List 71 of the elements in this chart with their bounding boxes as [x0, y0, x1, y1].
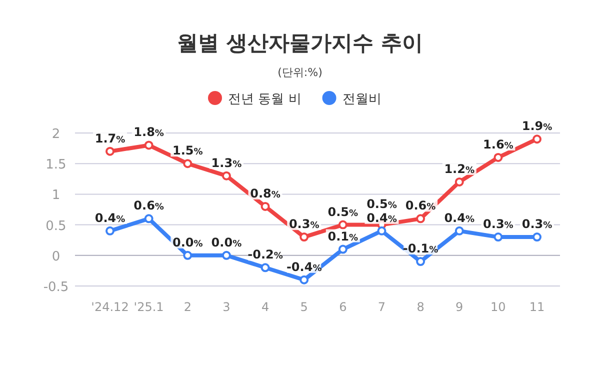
x-tick-label: 11 — [529, 300, 545, 314]
point — [260, 263, 270, 272]
y-tick-label: -0.5 — [43, 280, 69, 295]
x-tick-label: 2 — [184, 300, 192, 314]
x-tick-label: 5 — [300, 300, 308, 314]
data-label: 0.6% — [405, 198, 436, 213]
point — [338, 220, 348, 230]
data-label: 1.7% — [94, 131, 126, 146]
x-tick-label: 7 — [378, 300, 386, 314]
point — [532, 134, 542, 144]
point — [377, 226, 386, 236]
x-tick-label: 9 — [456, 300, 464, 314]
data-label: 1.2% — [444, 162, 475, 176]
data-label: 0.4% — [444, 210, 475, 225]
x-tick-label: 3 — [222, 300, 230, 314]
x-tick-label: 10 — [490, 300, 506, 314]
data-label: 0.8% — [250, 186, 280, 200]
data-label: 0.4% — [366, 210, 397, 225]
x-tick-label: 6 — [339, 300, 347, 314]
x-tick-label: 4 — [261, 300, 270, 314]
data-label: 0.5% — [328, 204, 358, 219]
y-tick-label: 1 — [52, 188, 60, 204]
chart-subtitle: (단위:%) — [278, 66, 322, 79]
point — [222, 171, 231, 180]
y-tick-label: 1.5 — [46, 158, 66, 173]
x-tick-label: 8 — [416, 300, 424, 314]
point — [494, 232, 503, 242]
data-label: 0.0% — [172, 235, 203, 250]
data-label: 0.4% — [94, 210, 126, 225]
point — [144, 140, 154, 150]
legend-label: 전년 동월 비 — [228, 92, 302, 107]
data-label: -0.4% — [286, 260, 322, 274]
point — [183, 159, 192, 168]
legend-label: 전월비 — [342, 92, 382, 107]
legend-item: 전월비 — [322, 91, 382, 107]
point — [338, 244, 348, 254]
chart-title: 월별 생산자물가지수 추이 — [177, 31, 423, 55]
data-label: 0.3% — [522, 217, 552, 232]
y-tick-label: 0.5 — [46, 218, 66, 234]
point — [300, 275, 309, 284]
data-label: 1.6% — [483, 137, 514, 152]
point — [222, 250, 231, 260]
data-label: 0.1% — [328, 229, 358, 244]
point — [260, 202, 270, 211]
data-label: 1.9% — [522, 119, 552, 134]
point — [494, 152, 503, 162]
y-tick-label: 0 — [52, 249, 60, 264]
point — [106, 146, 114, 156]
data-label: 0.0% — [211, 235, 242, 250]
point — [300, 232, 309, 242]
point — [106, 226, 114, 236]
data-label: 0.3% — [288, 217, 320, 232]
y-tick-label: 2 — [52, 127, 60, 142]
data-label: 1.3% — [211, 156, 242, 170]
data-label: 0.6% — [134, 198, 164, 213]
data-label: -0.1% — [402, 242, 438, 256]
legend-item: 전년 동월 비 — [208, 91, 302, 107]
point — [183, 250, 192, 260]
point — [532, 232, 542, 242]
point — [454, 177, 464, 186]
data-label: 0.3% — [483, 217, 514, 232]
point — [416, 214, 426, 224]
data-label: 1.5% — [172, 144, 203, 158]
x-tick-label: '24.12 — [91, 300, 129, 314]
data-label: 1.8% — [134, 125, 164, 140]
point — [416, 257, 426, 266]
data-label: 0.5% — [366, 196, 397, 211]
point — [454, 226, 464, 236]
x-tick-label: '25.1 — [134, 300, 164, 314]
data-label: -0.2% — [248, 248, 283, 262]
point — [144, 214, 154, 224]
